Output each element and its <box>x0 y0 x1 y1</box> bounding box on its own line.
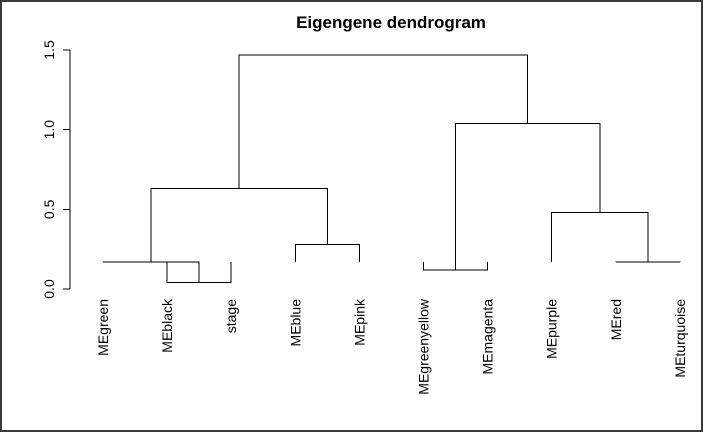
dendrogram-link-m9 <box>238 54 529 189</box>
leaf-labels: MEgreen MEblack stage MEblue MEpink MEgreenye… <box>95 298 688 395</box>
dendrogram-links <box>102 54 681 284</box>
leaf-label-megreen: MEgreen <box>95 299 111 356</box>
dendrogram-link-m8 <box>455 122 601 270</box>
leaf-label-stage: stage <box>223 299 239 333</box>
leaf-label-mered: MEred <box>608 299 624 340</box>
leaf-label-meblue: MEblue <box>287 299 303 347</box>
leaf-label-memagenta: MEmagenta <box>480 299 496 375</box>
chart-title: Eigengene dendrogram <box>296 13 486 32</box>
y-tick-label: 1.0 <box>41 120 57 140</box>
leaf-label-meblack: MEblack <box>159 298 175 353</box>
y-tick-label: 1.5 <box>41 40 57 60</box>
dendrogram-link-m2 <box>102 261 200 283</box>
leaf-label-meturquoise: MEturquoise <box>672 299 688 378</box>
y-axis: 0.0 0.5 1.0 1.5 <box>41 40 71 299</box>
y-tick-label: 0.0 <box>41 279 57 299</box>
dendrogram-link-m4 <box>150 188 328 262</box>
dendrogram-link-m1 <box>166 262 232 284</box>
leaf-label-megreenyellow: MEgreenyellow <box>416 298 432 395</box>
y-tick-label: 0.5 <box>41 199 57 219</box>
leaf-label-mepurple: MEpurple <box>544 299 560 359</box>
leaf-label-mepink: MEpink <box>351 298 367 346</box>
dendrogram-link-m7 <box>551 212 649 262</box>
dendrogram-link-m3 <box>294 243 360 262</box>
